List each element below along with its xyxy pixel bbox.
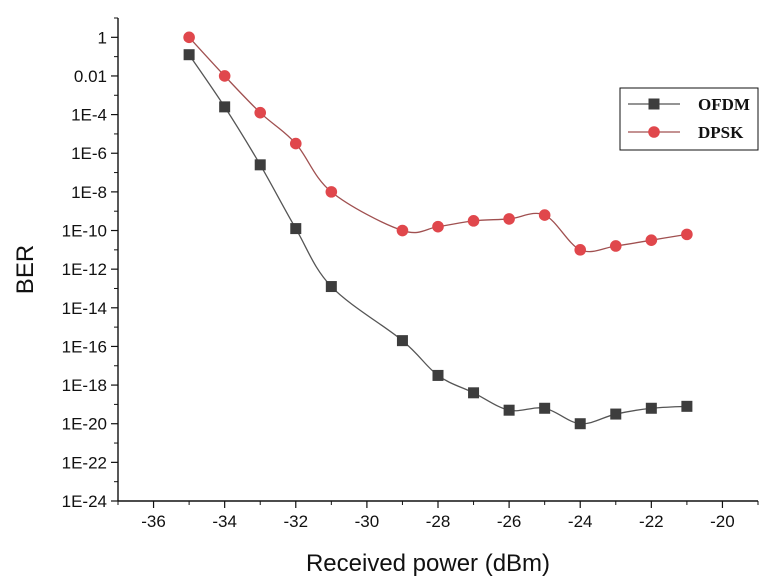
y-tick-label: 1E-24 [62,492,107,511]
y-tick-label: 1E-22 [62,453,107,472]
data-point-ofdm [503,404,515,416]
legend-label-ofdm: OFDM [698,95,750,114]
data-point-dpsk [432,220,444,233]
axes: -36 -34 -32 -30 -28 -26 -24 -22 -20 1 0.01 1E-4 1E-6… [12,17,759,577]
data-point-ofdm [681,400,693,412]
data-point-dpsk [503,213,515,225]
data-point-dpsk [325,186,338,198]
data-point-dpsk [183,31,195,44]
y-tick-label: 1E-6 [71,144,107,163]
data-point-ofdm [183,49,195,61]
y-tick-label: 1E-16 [62,337,107,356]
x-tick-label: -28 [426,512,451,531]
data-point-ofdm [539,402,551,414]
x-tick-label: -26 [497,512,522,531]
x-tick-label: -36 [141,512,166,531]
data-point-dpsk [254,106,267,119]
data-point-ofdm [396,335,408,347]
y-tick-label: 1E-20 [62,415,107,434]
data-point-dpsk [396,224,409,237]
data-point-ofdm [432,369,444,381]
y-tick-label: 0.01 [74,67,107,86]
data-point-dpsk [289,137,302,150]
data-point-ofdm [219,101,231,113]
series-layer [183,31,693,430]
y-tick-label: 1E-18 [62,376,107,395]
legend-box [619,87,759,151]
data-point-ofdm [645,402,657,414]
x-tick-label: -24 [568,512,593,531]
series-dpsk [183,31,693,256]
x-tick-label: -30 [355,512,380,531]
data-point-dpsk [609,240,622,252]
data-point-ofdm [290,223,302,235]
y-axis-title: BER [12,245,39,294]
x-tick-label: -34 [212,512,237,531]
data-point-dpsk [538,209,551,221]
y-tick-label: 1E-12 [62,260,107,279]
data-point-ofdm [610,408,622,420]
y-tick-label: 1E-8 [71,183,107,202]
x-tick-label: -32 [283,512,308,531]
data-point-ofdm [574,418,586,430]
legend-marker-dpsk [648,126,660,138]
y-tick-label: 1E-10 [62,222,107,241]
y-tick-label: 1 [98,28,107,47]
series-line-dpsk [188,36,687,253]
legend-label-dpsk: DPSK [698,123,744,142]
data-point-ofdm [468,387,480,399]
data-point-ofdm [325,281,337,293]
data-point-dpsk [574,244,587,256]
x-tick-label: -22 [639,512,664,531]
legend-marker-ofdm [648,98,660,110]
x-axis-title: Received power (dBm) [306,550,550,577]
series-ofdm [183,49,693,430]
legend: OFDM DPSK [619,87,759,151]
data-point-dpsk [467,215,480,227]
y-tick-label: 1E-4 [71,106,107,125]
data-point-ofdm [254,159,266,171]
data-point-dpsk [218,70,231,82]
data-point-dpsk [645,234,658,246]
y-tick-label: 1E-14 [62,299,107,318]
x-tick-label: -20 [710,512,735,531]
data-point-dpsk [681,228,693,241]
